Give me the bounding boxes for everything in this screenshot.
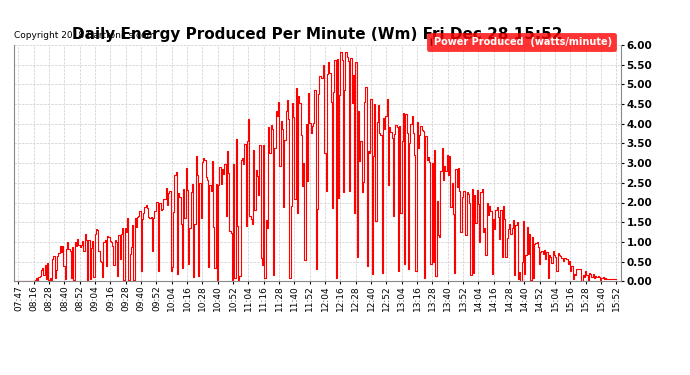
Title: Daily Energy Produced Per Minute (Wm) Fri Dec 28 15:52: Daily Energy Produced Per Minute (Wm) Fr… xyxy=(72,27,562,42)
Text: Copyright 2018 Cartronics.com: Copyright 2018 Cartronics.com xyxy=(14,31,156,40)
Legend: Power Produced  (watts/minute): Power Produced (watts/minute) xyxy=(427,33,616,51)
